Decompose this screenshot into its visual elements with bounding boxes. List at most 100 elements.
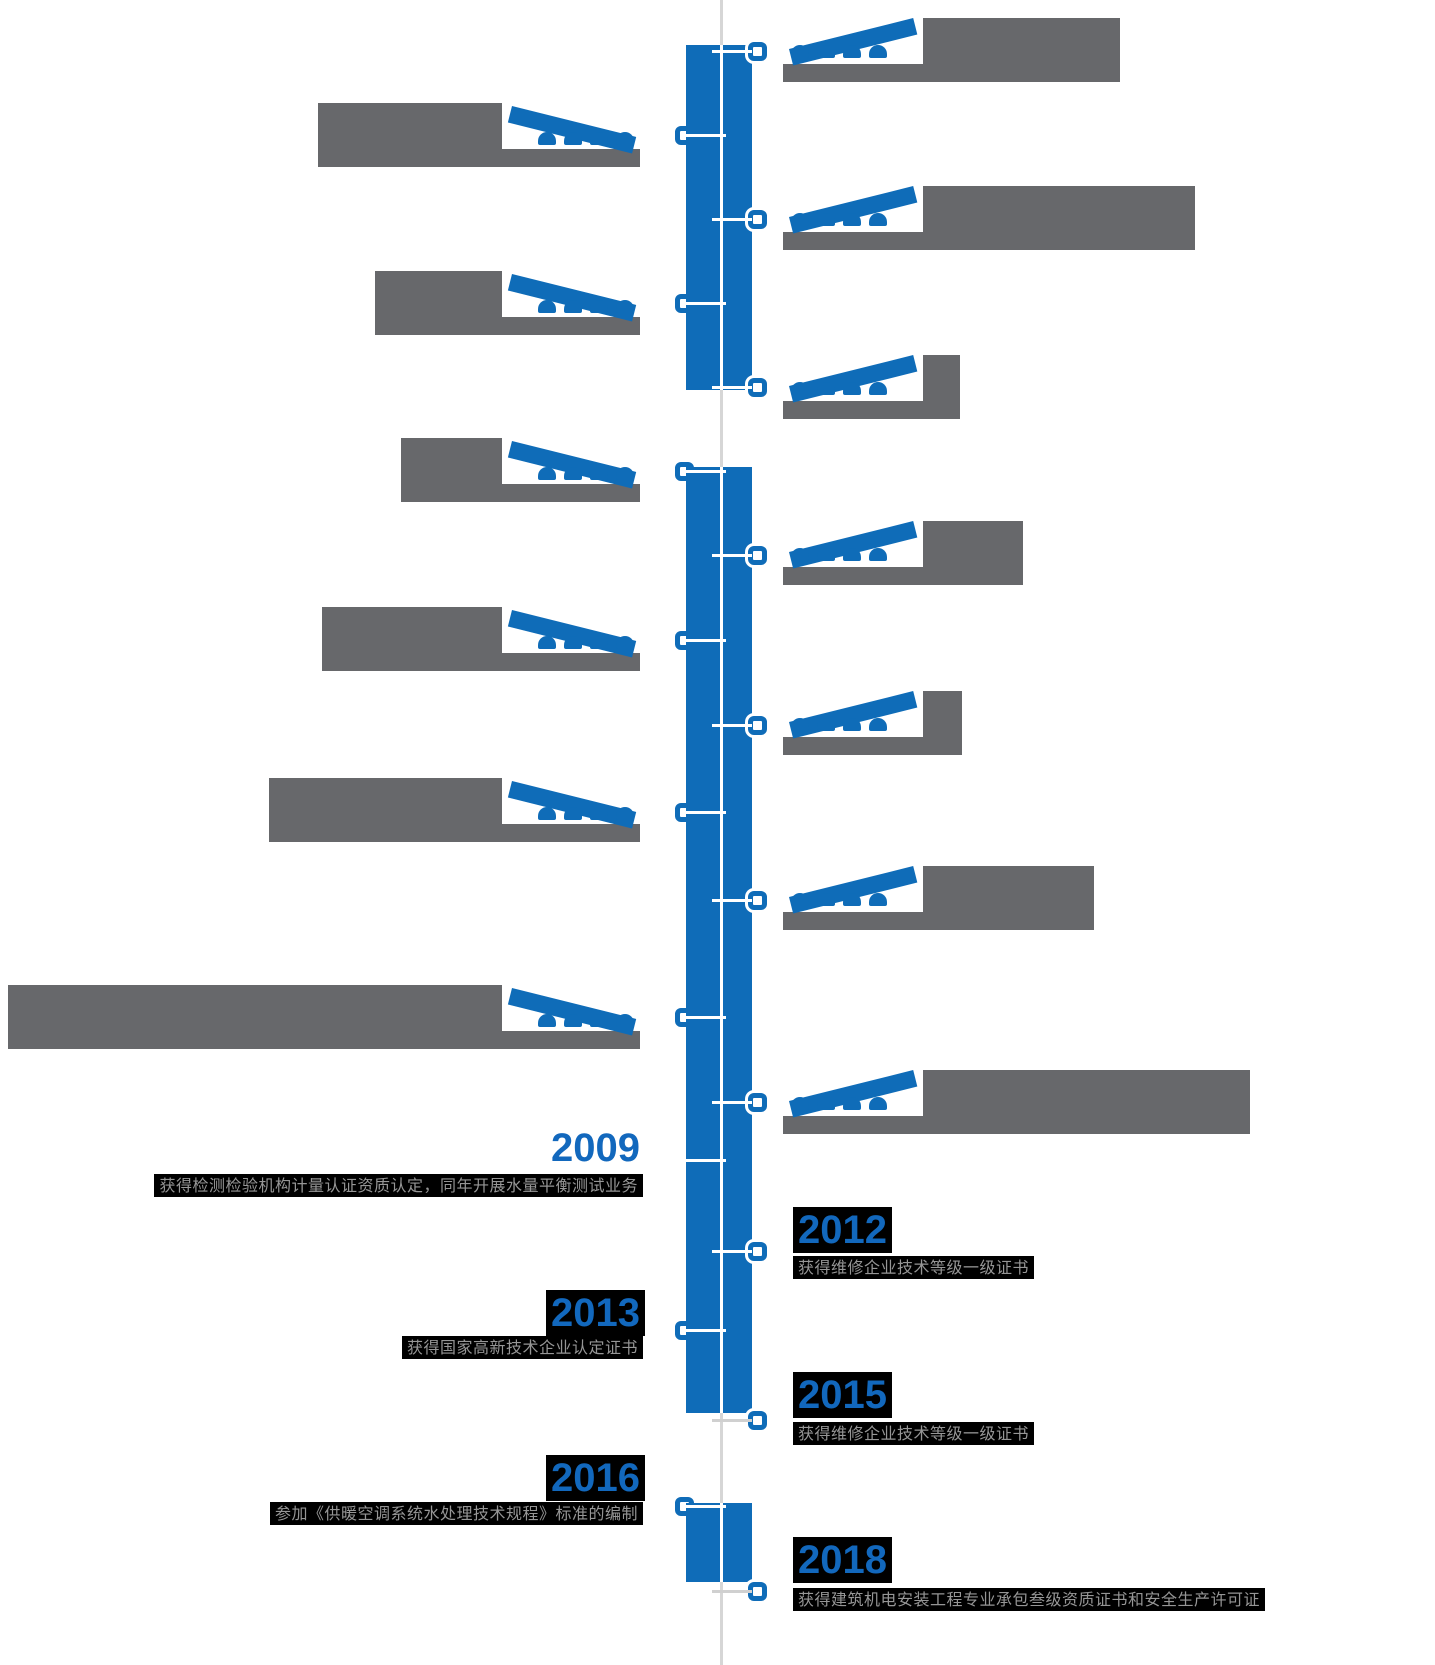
marker-tick: [686, 470, 726, 473]
year-digit-stub: [817, 382, 835, 395]
marker-tick: [686, 639, 726, 642]
year-digit-stub: [564, 300, 582, 313]
year-digit-stub: [616, 1014, 634, 1027]
year-digit-stub: [869, 718, 887, 731]
marker-tick: [712, 1590, 752, 1593]
year-digit-stub: [564, 132, 582, 145]
milestone-desc: 获得建筑机电安装工程专业承包叁级资质证书和安全生产许可证: [793, 1588, 1266, 1611]
marker-tick: [712, 50, 752, 53]
center-line-over-bar: [720, 45, 723, 390]
year-digit-stub: [791, 382, 809, 395]
year-digit-stub: [590, 132, 608, 145]
milestone-desc-text: 获得检测检验机构计量认证资质认定，同年开展水量平衡测试业务: [154, 1174, 643, 1197]
year-digit-stub: [817, 718, 835, 731]
year-label: 2016: [546, 1455, 645, 1501]
marker-tick: [686, 1505, 726, 1508]
year-digit-stub: [538, 132, 556, 145]
year-digit-stub: [817, 548, 835, 561]
year-label: 2018: [793, 1537, 892, 1583]
year-text: 2012: [793, 1207, 892, 1253]
marker-tick: [686, 811, 726, 814]
marker-tick: [686, 1159, 726, 1162]
year-digit-stub: [564, 636, 582, 649]
marker-tick: [686, 1016, 726, 1019]
year-digit-stub: [791, 1097, 809, 1110]
marker-tick: [686, 134, 726, 137]
year-digit-stub: [869, 45, 887, 58]
year-digit-stub: [869, 382, 887, 395]
year-digit-stub: [791, 718, 809, 731]
milestone-desc-text: 获得维修企业技术等级一级证书: [793, 1422, 1035, 1445]
year-digit-stub: [590, 467, 608, 480]
milestone-desc-text: 获得维修企业技术等级一级证书: [793, 1256, 1035, 1279]
year-digit-stub: [843, 382, 861, 395]
year-label: 2015: [793, 1372, 892, 1418]
year-digit-stub: [817, 1097, 835, 1110]
marker-tick: [712, 1419, 752, 1422]
year-digit-stub: [843, 548, 861, 561]
year-digit-stub: [843, 45, 861, 58]
milestone-desc-text: 获得建筑机电安装工程专业承包叁级资质证书和安全生产许可证: [793, 1588, 1266, 1611]
year-digit-stub: [791, 213, 809, 226]
year-digit-stub: [869, 893, 887, 906]
year-label: 2013: [546, 1290, 645, 1336]
year-digit-stub: [817, 893, 835, 906]
timeline-bar: [686, 45, 752, 390]
center-line-over-bar: [720, 1503, 723, 1582]
marker-tick: [712, 1101, 752, 1104]
year-digit-stub: [791, 45, 809, 58]
milestone-desc-text: 参加《供暖空调系统水处理技术规程》标准的编制: [269, 1502, 643, 1525]
year-digit-stub: [538, 807, 556, 820]
marker-tick: [712, 899, 752, 902]
marker-tick: [712, 1250, 752, 1253]
timeline-bar: [686, 1503, 752, 1582]
milestone-desc: 参加《供暖空调系统水处理技术规程》标准的编制: [269, 1502, 643, 1525]
milestone-desc: 获得维修企业技术等级一级证书: [793, 1256, 1035, 1279]
year-digit-stub: [791, 548, 809, 561]
timeline-bar: [686, 467, 752, 1413]
center-line-over-bar: [720, 467, 723, 1413]
year-digit-stub: [616, 300, 634, 313]
marker-tick: [686, 1329, 726, 1332]
year-label: 2009: [546, 1126, 645, 1170]
year-text: 2013: [546, 1290, 645, 1336]
year-digit-stub: [869, 213, 887, 226]
year-digit-stub: [869, 1097, 887, 1110]
year-text: 2009: [551, 1126, 640, 1170]
year-digit-stub: [616, 636, 634, 649]
year-digit-stub: [564, 807, 582, 820]
marker-tick: [712, 218, 752, 221]
year-digit-stub: [538, 1014, 556, 1027]
marker-tick: [712, 386, 752, 389]
year-digit-stub: [590, 1014, 608, 1027]
marker-tick: [712, 554, 752, 557]
year-text: 2015: [793, 1372, 892, 1418]
year-digit-stub: [843, 213, 861, 226]
year-digit-stub: [616, 467, 634, 480]
year-digit-stub: [538, 467, 556, 480]
year-digit-stub: [616, 807, 634, 820]
year-digit-stub: [590, 636, 608, 649]
marker-tick: [686, 302, 726, 305]
year-label: 2012: [793, 1207, 892, 1253]
year-digit-stub: [564, 467, 582, 480]
year-digit-stub: [843, 718, 861, 731]
year-digit-stub: [817, 45, 835, 58]
year-digit-stub: [843, 1097, 861, 1110]
milestone-desc: 获得国家高新技术企业认定证书: [401, 1336, 643, 1359]
milestone-desc: 获得维修企业技术等级一级证书: [793, 1422, 1035, 1445]
marker-tick: [712, 724, 752, 727]
year-digit-stub: [817, 213, 835, 226]
year-digit-stub: [843, 893, 861, 906]
year-digit-stub: [869, 548, 887, 561]
milestone-desc: 获得检测检验机构计量认证资质认定，同年开展水量平衡测试业务: [154, 1174, 643, 1197]
year-digit-stub: [590, 807, 608, 820]
year-digit-stub: [538, 636, 556, 649]
year-digit-stub: [791, 893, 809, 906]
year-text: 2018: [793, 1537, 892, 1583]
year-digit-stub: [590, 300, 608, 313]
year-digit-stub: [538, 300, 556, 313]
milestone-desc-text: 获得国家高新技术企业认定证书: [401, 1336, 643, 1359]
year-text: 2016: [546, 1455, 645, 1501]
